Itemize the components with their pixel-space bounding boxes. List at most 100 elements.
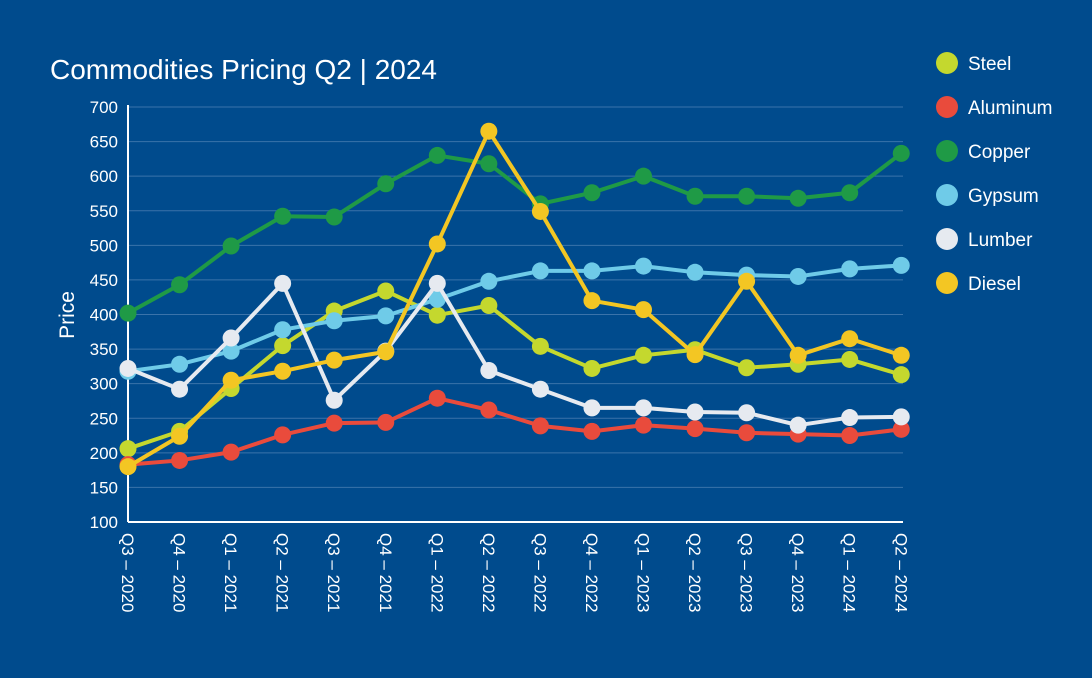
data-point-diesel	[480, 122, 498, 140]
data-point-copper	[274, 207, 292, 225]
x-tick-label: Q3 – 2023	[737, 533, 756, 612]
legend: Steel Aluminum Copper Gypsum Lumber Diesel	[936, 52, 1052, 295]
data-point-diesel	[274, 362, 292, 380]
data-point-aluminum	[171, 451, 189, 469]
data-point-gypsum	[428, 290, 446, 308]
data-point-steel	[428, 306, 446, 324]
series-line-aluminum	[127, 396, 902, 467]
series-gypsum	[119, 256, 910, 380]
data-point-aluminum	[841, 427, 859, 445]
data-point-copper	[325, 208, 343, 226]
data-point-lumber	[119, 359, 137, 377]
data-point-diesel	[531, 202, 549, 220]
data-point-lumber	[686, 403, 704, 421]
x-tick-label: Q4 – 2023	[788, 533, 807, 612]
data-point-diesel	[686, 346, 704, 364]
data-point-aluminum	[325, 414, 343, 432]
y-tick-label: 350	[90, 340, 118, 359]
data-point-lumber	[789, 416, 807, 434]
y-tick-label: 450	[90, 271, 118, 290]
data-point-aluminum	[531, 417, 549, 435]
data-point-lumber	[738, 404, 756, 422]
data-point-gypsum	[892, 256, 910, 274]
data-point-steel	[377, 282, 395, 300]
legend-marker-copper	[936, 140, 958, 162]
data-point-lumber	[480, 362, 498, 380]
series-line-copper	[127, 151, 903, 315]
data-point-copper	[738, 187, 756, 205]
data-point-copper	[222, 237, 240, 255]
data-point-steel	[841, 350, 859, 368]
series-line-steel	[127, 288, 902, 451]
data-point-lumber	[892, 408, 910, 426]
x-tick-label: Q4 – 2022	[582, 533, 601, 612]
x-tick-label: Q4 – 2021	[376, 533, 395, 612]
data-point-steel	[892, 366, 910, 384]
data-point-lumber	[222, 329, 240, 347]
series-steel	[119, 282, 910, 458]
data-point-gypsum	[789, 267, 807, 285]
axis-layer: 100 150 200 250 300 350 400 450 500 550 600 650 700 Q…	[90, 98, 911, 612]
data-point-lumber	[583, 399, 601, 417]
data-point-steel	[480, 297, 498, 315]
y-tick-label: 150	[90, 478, 118, 497]
y-tick-label: 200	[90, 444, 118, 463]
chart-title: Commodities Pricing Q2 | 2024	[50, 54, 437, 85]
data-point-aluminum	[480, 401, 498, 419]
series-lumber	[119, 274, 910, 434]
legend-marker-aluminum	[936, 96, 958, 118]
data-point-copper	[428, 146, 446, 164]
data-point-diesel	[738, 272, 756, 290]
data-point-steel	[274, 337, 292, 355]
x-tick-label: Q1 – 2021	[221, 533, 240, 612]
data-point-diesel	[119, 458, 137, 476]
x-tick-label: Q2 – 2022	[479, 533, 498, 612]
legend-label-aluminum: Aluminum	[968, 98, 1052, 119]
x-tick-label: Q3 – 2022	[530, 533, 549, 612]
y-tick-label: 500	[90, 236, 118, 255]
data-point-copper	[841, 184, 859, 202]
data-point-diesel	[377, 343, 395, 361]
data-point-diesel	[428, 235, 446, 253]
y-tick-label: 250	[90, 409, 118, 428]
data-point-gypsum	[635, 257, 652, 275]
data-point-steel	[635, 346, 652, 364]
series-line-diesel	[126, 129, 902, 469]
y-tick-label: 400	[90, 306, 118, 325]
data-point-aluminum	[583, 422, 601, 440]
data-point-lumber	[274, 274, 292, 292]
data-point-gypsum	[325, 312, 343, 330]
data-point-diesel	[841, 330, 859, 348]
data-point-steel	[531, 337, 549, 355]
y-tick-label: 550	[90, 202, 118, 221]
legend-label-gypsum: Gypsum	[968, 186, 1039, 207]
data-point-copper	[892, 144, 910, 162]
x-tick-label: Q3 – 2021	[324, 533, 343, 612]
data-point-steel	[738, 359, 756, 377]
series-diesel	[119, 122, 910, 476]
data-point-diesel	[789, 346, 807, 364]
data-point-lumber	[428, 274, 446, 292]
data-point-copper	[635, 167, 652, 185]
data-point-diesel	[325, 351, 343, 369]
data-point-aluminum	[274, 426, 292, 444]
y-axis-label: Price	[56, 291, 79, 339]
y-tick-label: 700	[90, 98, 118, 117]
data-point-copper	[171, 276, 189, 294]
data-point-copper	[789, 189, 807, 207]
data-point-diesel	[635, 301, 652, 319]
series-line-gypsum	[127, 263, 902, 374]
data-point-gypsum	[171, 355, 189, 373]
x-tick-label: Q2 – 2024	[891, 533, 910, 612]
data-point-aluminum	[635, 416, 652, 434]
y-tick-label: 300	[90, 375, 118, 394]
legend-marker-diesel	[936, 272, 958, 294]
y-tick-label: 100	[90, 513, 118, 532]
data-point-aluminum	[222, 443, 240, 461]
legend-label-diesel: Diesel	[968, 274, 1021, 295]
data-point-diesel	[171, 427, 189, 445]
x-tick-label: Q1 – 2024	[840, 533, 859, 612]
data-point-lumber	[171, 380, 189, 398]
legend-marker-lumber	[936, 228, 958, 250]
